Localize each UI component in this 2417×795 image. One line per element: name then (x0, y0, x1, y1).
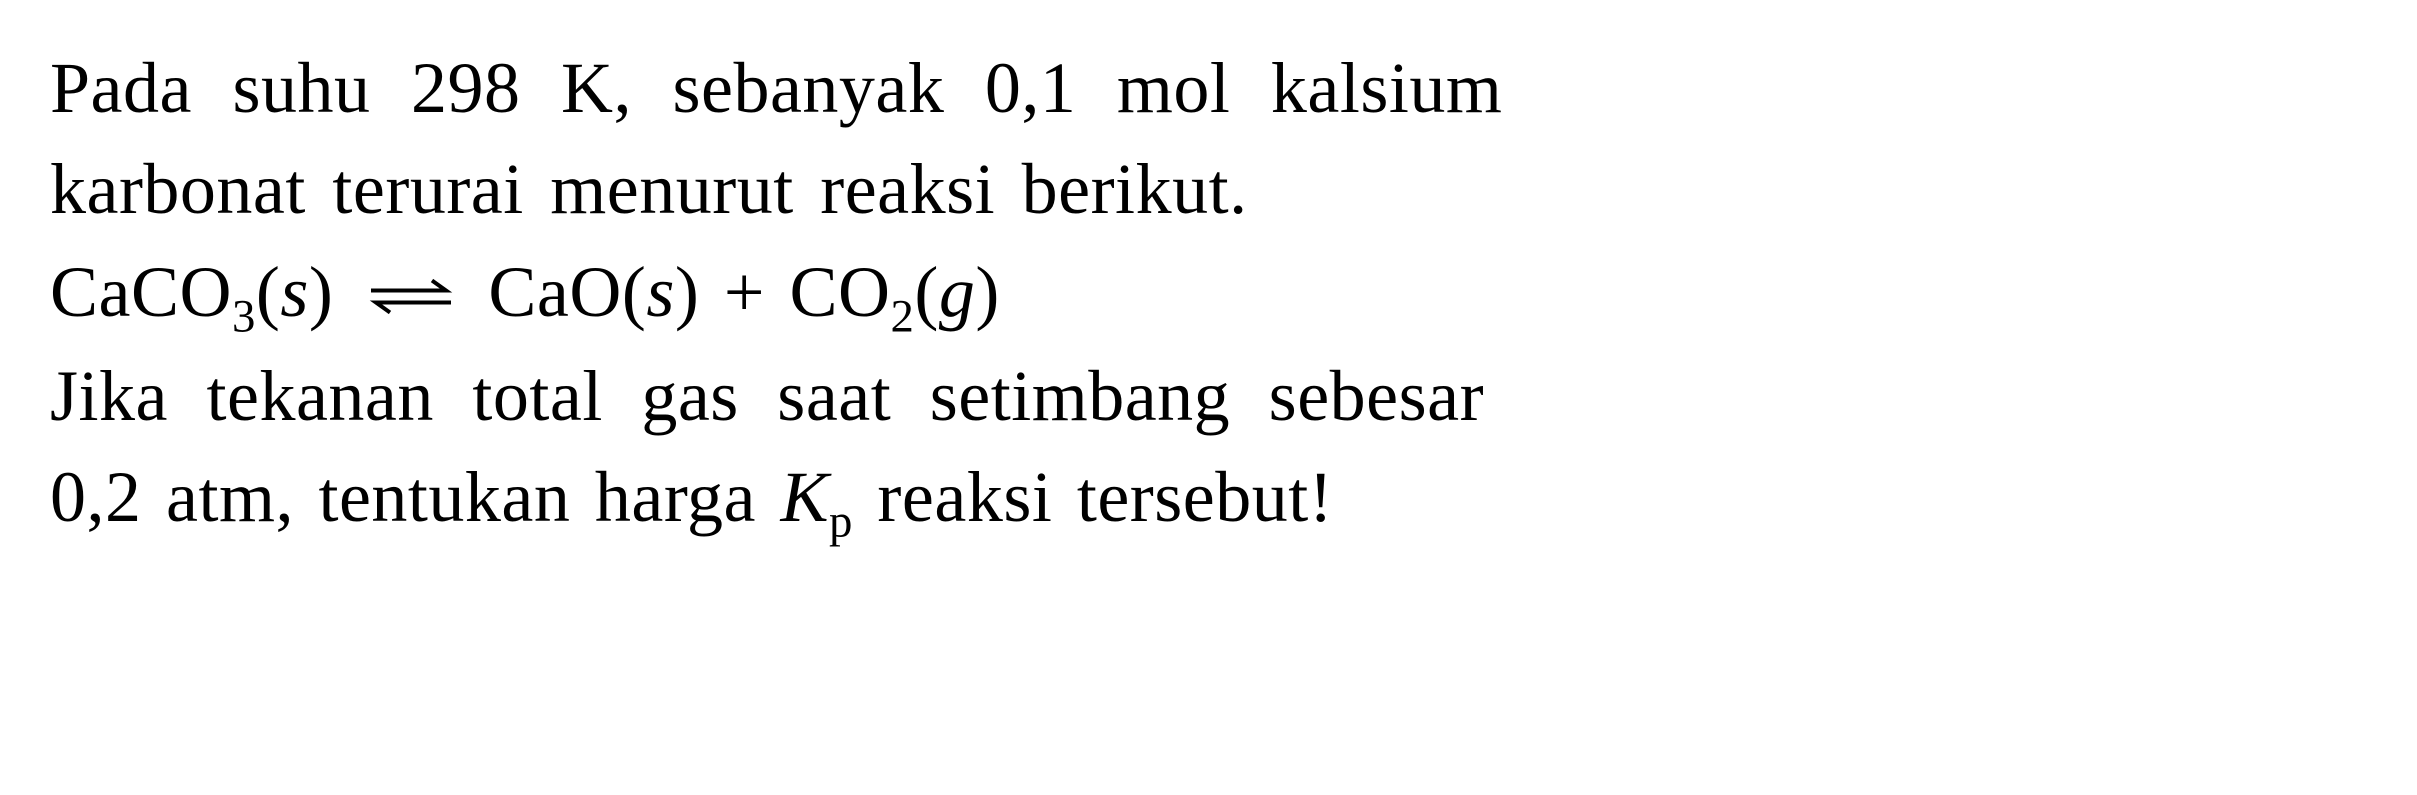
reactant-state-close: ) (309, 252, 333, 332)
product1-formula: CaO( (488, 252, 646, 332)
product2-subscript: 2 (891, 291, 915, 343)
line5-part-b: reaksi tersebut! (853, 457, 1333, 537)
equation-line: CaCO3(s) CaO(s) + CO2(g) (50, 244, 2367, 341)
plus-sign: + (699, 252, 789, 332)
reactant-state: s (280, 252, 309, 332)
equilibrium-arrow-icon (366, 280, 456, 320)
product2-state-close: ) (975, 252, 999, 332)
text-line-4: Jika tekanan total gas saat setimbang se… (50, 348, 2367, 445)
kp-subscript: p (829, 495, 853, 547)
reactant-subscript: 3 (232, 291, 256, 343)
product1-state: s (646, 252, 675, 332)
product1-close: ) (675, 252, 699, 332)
text-line-2: karbonat terurai menurut reaksi berikut. (50, 141, 2367, 238)
product2-state-open: ( (914, 252, 938, 332)
text-line-1: Pada suhu 298 K, sebanyak 0,1 mol kalsiu… (50, 40, 2367, 137)
line5-part-a: 0,2 atm, tentukan harga (50, 457, 780, 537)
problem-container: Pada suhu 298 K, sebanyak 0,1 mol kalsiu… (50, 40, 2367, 546)
reactant-formula: CaCO (50, 252, 232, 332)
kp-variable: K (780, 457, 829, 537)
product2-formula: CO (789, 252, 890, 332)
reactant-state-open: ( (256, 252, 280, 332)
text-line-5: 0,2 atm, tentukan harga Kp reaksi terseb… (50, 449, 2367, 546)
product2-state: g (939, 252, 976, 332)
